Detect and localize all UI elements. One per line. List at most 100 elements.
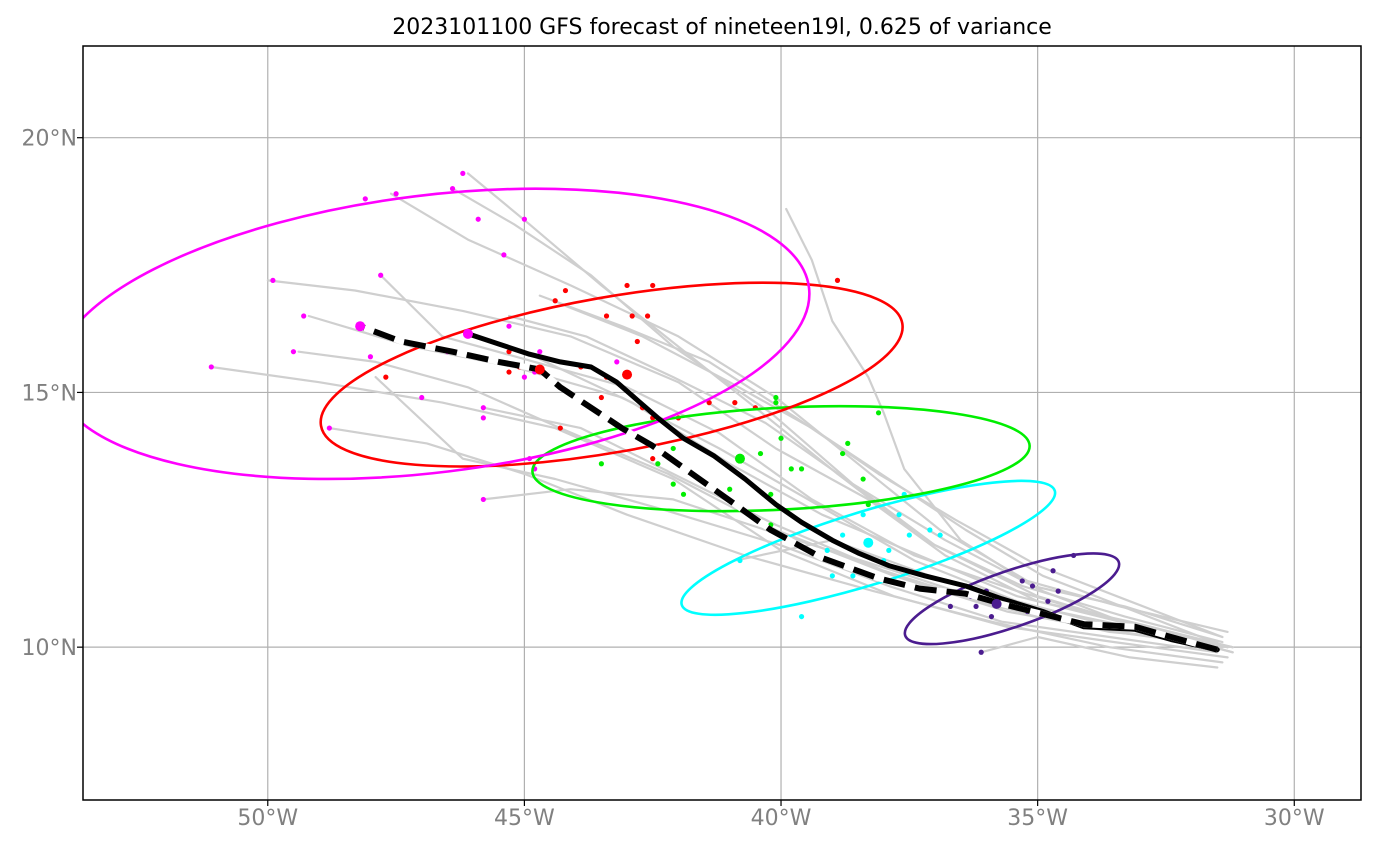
mean-position-marker [734, 453, 745, 464]
ensemble-position-point [598, 394, 604, 401]
ensemble-position-point [978, 649, 984, 655]
ensemble-track [466, 172, 1224, 644]
ensemble-position-point [603, 313, 610, 319]
plot-frame [82, 45, 1362, 801]
ensemble-track [980, 635, 1219, 669]
chart-title: 2023101100 GFS forecast of nineteen19l, … [392, 15, 1052, 40]
ensemble-position-point [845, 440, 851, 446]
uncertainty-ellipse [903, 552, 1121, 646]
ensemble-position-point [650, 456, 656, 462]
ensemble-position-point [655, 461, 661, 467]
ensemble-position-point [937, 532, 943, 538]
ensemble-position-point [798, 613, 805, 620]
ensemble-position-point [1029, 583, 1036, 589]
ensemble-position-point [557, 425, 563, 431]
mean-position-marker [991, 598, 1002, 609]
ensemble-position-point [860, 476, 866, 482]
ensemble-position-point [829, 573, 835, 579]
ensemble-position-point [393, 191, 399, 197]
ensemble-position-point [1055, 588, 1061, 594]
ensemble-position-point [988, 613, 995, 620]
ensemble-position-point [670, 481, 676, 487]
ensemble-position-point [798, 466, 805, 472]
ensemble-position-point [768, 491, 774, 497]
ensemble-position-point [1019, 578, 1025, 584]
ensemble-position-point [501, 252, 507, 258]
dashed-track-day-marker [534, 364, 545, 375]
ensemble-position-point [840, 450, 846, 457]
ensemble-position-point [562, 287, 569, 294]
mean-position-marker [462, 328, 473, 339]
mean-position-marker [863, 537, 874, 548]
ensemble-position-point [906, 532, 912, 538]
ensemble-position-point [670, 445, 676, 452]
ensemble-position-point [326, 425, 332, 431]
ensemble-position-point [367, 354, 374, 360]
ensemble-position-point [706, 400, 712, 406]
ensemble-position-point [521, 216, 527, 222]
dashed-mean-track [359, 323, 1219, 653]
ensemble-position-point [419, 394, 425, 401]
uncertainty-ellipse [319, 281, 904, 468]
ensemble-position-point [624, 282, 630, 289]
ensemble-position-point [614, 359, 620, 365]
y-tick-label: 10°N [22, 636, 77, 661]
ensemble-position-point [460, 170, 466, 176]
mean-position-marker [622, 369, 633, 380]
ensemble-position-point [788, 466, 794, 472]
ensemble-position-point [650, 282, 656, 289]
ensemble-track [507, 314, 1234, 654]
ensemble-position-point [732, 400, 738, 406]
ensemble-position-point [840, 532, 846, 538]
ensemble-position-point [824, 547, 830, 553]
ensemble-position-point [947, 603, 953, 610]
ensemble-position-point [475, 216, 481, 222]
ensemble-position-point [480, 415, 486, 421]
ensemble-position-point [290, 349, 297, 355]
y-axis-ticks: 20°N 15°N 10°N [22, 127, 83, 661]
ensemble-position-point [644, 313, 651, 319]
x-tick-label: 45°W [494, 806, 555, 831]
x-tick-label: 40°W [751, 806, 812, 831]
x-tick-label: 50°W [237, 806, 298, 831]
ensemble-position-point [480, 405, 486, 411]
ensemble-position-point [778, 435, 784, 441]
ensemble-position-point [773, 394, 779, 401]
ensemble-position-point [629, 313, 635, 319]
ensemble-position-point [383, 374, 389, 380]
ensemble-track [210, 365, 1229, 659]
ensemble-position-point [378, 272, 384, 278]
ensemble-position-point [598, 461, 604, 467]
ensemble-position-point [860, 512, 866, 518]
y-tick-label: 15°N [22, 381, 77, 406]
ensemble-position-point [727, 486, 733, 492]
ensemble-position-point [270, 277, 276, 283]
ensemble-position-point [757, 450, 764, 457]
x-axis-ticks: 50°W 45°W 40°W 35°W 30°W [237, 800, 1325, 831]
ensemble-position-point [886, 547, 892, 553]
ensemble-position-point [301, 313, 307, 319]
uncertainty-ellipse [680, 479, 1057, 617]
ensemble-position-point [1050, 568, 1056, 574]
x-tick-label: 35°W [1007, 806, 1068, 831]
ensemble-position-point [208, 364, 214, 370]
ensemble-position-point [875, 410, 882, 416]
ensemble-position-point [506, 323, 512, 329]
dashed-track-day-marker [355, 321, 366, 332]
ensemble-position-point [449, 186, 456, 192]
ensemble-position-point [773, 400, 779, 406]
ensemble-track [785, 207, 1224, 639]
ensemble-position-point [834, 277, 841, 283]
x-tick-label: 30°W [1264, 806, 1325, 831]
ensemble-position-point [680, 491, 687, 497]
ensemble-position-point [850, 573, 856, 579]
uncertainty-ellipse [83, 187, 811, 481]
ensemble-position-point [973, 603, 979, 610]
ensemble-position-point [1045, 598, 1051, 604]
ensemble-position-point [896, 512, 902, 518]
y-tick-label: 20°N [22, 127, 77, 152]
ensemble-position-point [537, 349, 543, 355]
ensemble-track [564, 304, 1229, 649]
